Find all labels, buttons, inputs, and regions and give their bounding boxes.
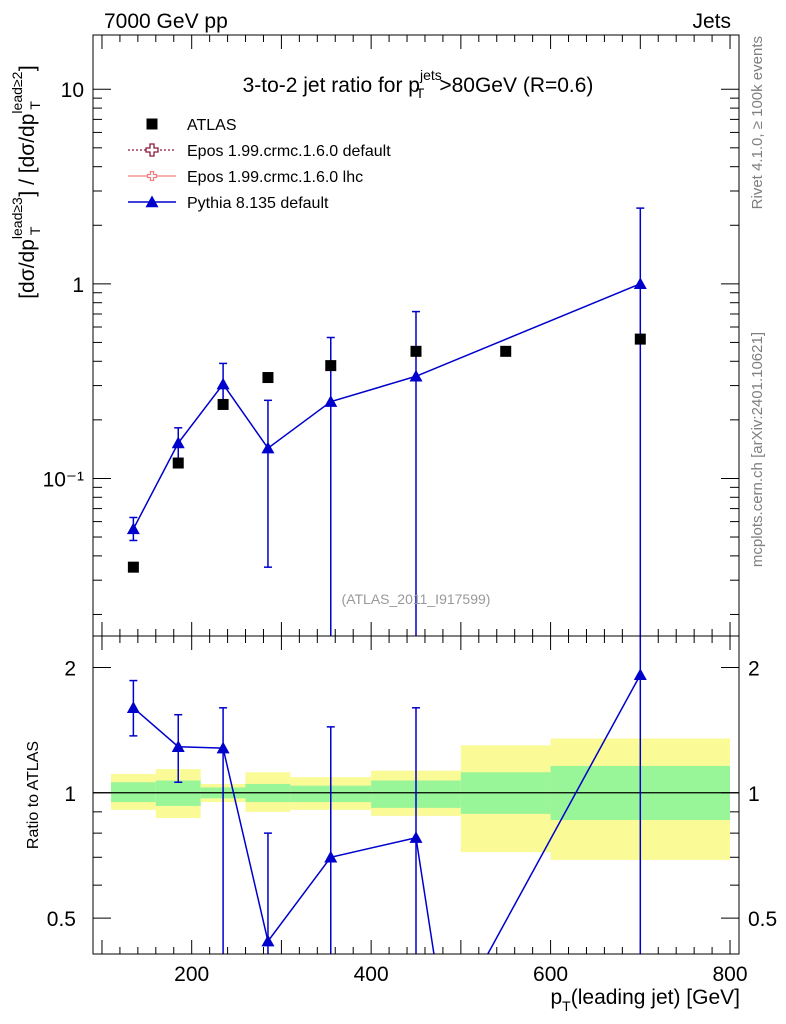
pythia-point xyxy=(216,377,230,390)
ratio-y-tick-label-right: 0.5 xyxy=(748,908,777,931)
ratio-y-tick-label: 0.5 xyxy=(47,908,76,931)
atlas-point xyxy=(500,345,512,357)
pythia-point xyxy=(633,277,647,290)
x-tick-label: 400 xyxy=(354,963,389,986)
ratio-y-tick-label: 2 xyxy=(64,657,76,680)
main-panel-ticks: 10 1 10⁻¹ xyxy=(43,35,739,636)
header-category-label: Jets xyxy=(692,10,731,33)
legend-marker-atlas xyxy=(146,118,158,130)
legend-label: Epos 1.99.crmc.1.6.0 lhc xyxy=(187,169,363,186)
main-panel-series xyxy=(126,207,647,636)
ratio-pythia-point xyxy=(633,668,647,681)
y-tick-label: 10 xyxy=(61,79,84,102)
ratio-panel-series xyxy=(126,636,647,955)
ratio-y-tick-label-right: 1 xyxy=(748,783,760,806)
legend-label: Epos 1.99.crmc.1.6.0 default xyxy=(187,143,391,160)
pythia-point xyxy=(261,441,275,454)
ratio-y-axis-label: Ratio to ATLAS xyxy=(25,741,42,849)
ratio-pythia-point xyxy=(126,701,140,714)
atlas-point xyxy=(325,360,337,372)
rivet-version-label: Rivet 4.1.0, ≥ 100k events xyxy=(749,36,766,209)
ratio-pythia-point xyxy=(216,741,230,754)
atlas-point xyxy=(127,561,139,573)
atlas-point xyxy=(410,345,422,357)
ratio-pythia-point xyxy=(261,934,275,947)
legend-marker-epos xyxy=(146,170,158,182)
legend-label: ATLAS xyxy=(187,117,237,134)
pythia-point xyxy=(409,369,423,382)
pythia-point xyxy=(324,395,338,407)
x-tick-label: 200 xyxy=(174,963,209,986)
main-y-axis-label: [dσ/dplead≥3 T] / [dσ/dplead≥2 T] xyxy=(9,65,43,299)
atlas-point xyxy=(217,398,229,410)
ratio-y-tick-label: 1 xyxy=(64,783,76,806)
analysis-tag: (ATLAS_2011_I917599) xyxy=(342,591,491,607)
atlas-point xyxy=(262,372,274,384)
legend: ATLAS Epos 1.99.crmc.1.6.0 default Epos 1.… xyxy=(128,117,391,212)
pythia-line xyxy=(132,283,641,530)
pythia-point xyxy=(126,522,140,535)
ratio-pythia-line-segment xyxy=(415,837,435,955)
ratio-pythia-point xyxy=(409,831,423,843)
atlas-point xyxy=(172,457,184,469)
atlas-point xyxy=(634,333,646,345)
chart-title: 3-to-2 jet ratio for pjets T >80GeV (R=0.6… xyxy=(243,67,594,101)
legend-marker-epos xyxy=(145,143,159,157)
y-tick-label: 1 xyxy=(72,274,84,297)
ratio-panel-ticks: 200 400 600 800 2 2 1 1 0.5 0.5 xyxy=(47,636,777,986)
legend-label: Pythia 8.135 default xyxy=(187,195,329,212)
header-energy-label: 7000 GeV pp xyxy=(104,10,228,33)
pythia-point xyxy=(171,436,185,449)
legend-marker-pythia xyxy=(145,195,159,208)
ratio-pythia-line-segment xyxy=(487,674,641,955)
mcplots-url-label: mcplots.cern.ch [arXiv:2401.10621] xyxy=(749,332,766,567)
ratio-y-tick-label-right: 2 xyxy=(748,657,760,680)
y-tick-label: 10⁻¹ xyxy=(43,468,84,491)
uncertainty-band-green xyxy=(110,782,156,803)
x-tick-label: 600 xyxy=(533,963,568,986)
ratio-pythia-line xyxy=(132,707,417,943)
ratio-panel-frame xyxy=(92,635,740,955)
ratio-pythia-point xyxy=(324,850,338,863)
ratio-pythia-point xyxy=(171,740,185,752)
x-tick-label: 800 xyxy=(713,963,748,986)
x-axis-label: pT(leading jet) [GeV] xyxy=(550,986,740,1014)
